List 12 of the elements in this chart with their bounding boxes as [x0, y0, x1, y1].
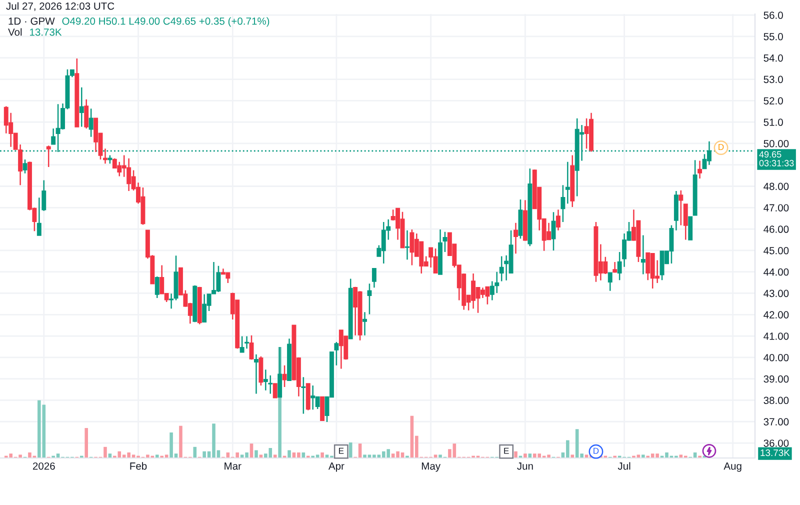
x-tick-label: Feb	[130, 462, 147, 470]
x-tick-label: May	[422, 462, 441, 472]
y-tick-label: 56.0	[764, 12, 783, 19]
x-tick-label: Jun	[517, 462, 533, 470]
x-tick-label: Apr	[328, 462, 344, 472]
text: Jul 27, 2026 12:03 UTC	[6, 2, 114, 11]
chart-subtitle: O49.20 H50.1 L49.00 C49.65 +0.35 (+0.71%)	[62, 17, 270, 27]
chart-title: 1D · GPW	[8, 17, 55, 25]
x-tick-label: Mar	[224, 462, 242, 470]
x-tick-label: Aug	[724, 462, 742, 472]
x-tick-label: Jul	[618, 462, 630, 470]
x-tick-label: 2026	[32, 462, 55, 470]
